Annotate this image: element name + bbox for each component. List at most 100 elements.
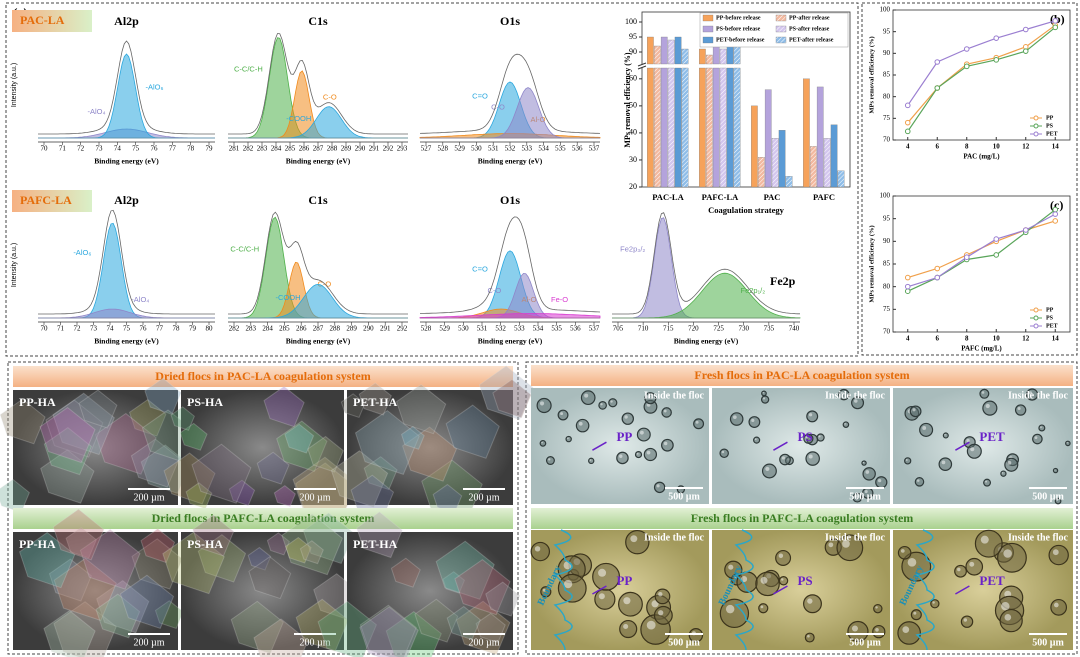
bar bbox=[705, 67, 713, 188]
bar bbox=[757, 157, 765, 188]
microplastic bbox=[608, 398, 618, 408]
data-point bbox=[934, 265, 941, 272]
x-tick-label: 6 bbox=[936, 143, 940, 151]
x-tick-label: 531 bbox=[477, 325, 488, 333]
particle-label: PP bbox=[616, 429, 632, 444]
bar bbox=[647, 67, 654, 188]
microplastic bbox=[545, 456, 555, 466]
floc-texture bbox=[256, 451, 290, 485]
panel-e-frame bbox=[525, 361, 1078, 655]
data-point bbox=[993, 252, 1000, 258]
x-tick-label: 71 bbox=[59, 145, 67, 153]
floc-texture bbox=[39, 406, 96, 464]
microplastic bbox=[748, 416, 761, 428]
floc-texture bbox=[0, 478, 30, 513]
x-tick-label: 73 bbox=[96, 145, 104, 153]
microplastic bbox=[661, 438, 674, 452]
y-tick-label: 30 bbox=[629, 155, 637, 164]
microplastic bbox=[942, 432, 949, 439]
x-tick-label: PAC bbox=[764, 192, 781, 202]
floc-texture bbox=[385, 611, 442, 657]
data-point bbox=[1052, 206, 1059, 213]
region-label: Inside the floc bbox=[825, 390, 886, 401]
sample-tag bbox=[12, 190, 92, 212]
microplastic bbox=[557, 409, 569, 421]
floc-texture bbox=[317, 600, 377, 657]
bar bbox=[733, 45, 741, 65]
y-tick-label: 90 bbox=[883, 237, 891, 245]
floc-texture bbox=[263, 385, 305, 428]
microplastic-highlight bbox=[541, 441, 543, 444]
microplastic-highlight bbox=[864, 490, 868, 494]
microplastic-highlight bbox=[584, 393, 589, 398]
microplastic-highlight bbox=[658, 610, 664, 616]
x-tick-label: 284 bbox=[262, 325, 273, 333]
data-point bbox=[1052, 18, 1059, 24]
bar bbox=[785, 176, 793, 188]
floc-texture bbox=[119, 574, 175, 629]
microplastic bbox=[621, 412, 635, 425]
floc-texture bbox=[45, 399, 104, 458]
microplastic-highlight bbox=[969, 561, 975, 567]
peak-fit bbox=[419, 313, 601, 319]
x-tick-label: 75 bbox=[123, 325, 131, 333]
x-tick-label: 72 bbox=[74, 325, 82, 333]
envelope bbox=[38, 40, 215, 135]
scale-label: 200 µm bbox=[299, 637, 330, 648]
x-tick-label: 76 bbox=[140, 325, 148, 333]
legend-swatch bbox=[775, 25, 787, 33]
panel-d-frame bbox=[7, 361, 519, 655]
floc-texture bbox=[446, 605, 481, 641]
microplastic bbox=[974, 529, 1003, 558]
x-tick-label: PAFC-LA bbox=[702, 192, 740, 202]
microplastic-highlight bbox=[762, 397, 766, 400]
bar bbox=[653, 45, 661, 65]
image-label: PS-HA bbox=[187, 395, 223, 409]
y-tick-label: 85 bbox=[883, 260, 891, 268]
microplastic-highlight bbox=[548, 458, 551, 461]
microplastic bbox=[643, 447, 658, 462]
spectrum-title: O1s bbox=[500, 193, 520, 207]
microplastic bbox=[910, 609, 922, 621]
data-point bbox=[963, 254, 970, 261]
data-point bbox=[1052, 218, 1059, 224]
microplastic-highlight bbox=[862, 461, 865, 464]
microplastic bbox=[536, 397, 552, 414]
x-tick-label: 74 bbox=[114, 145, 122, 153]
microplastic bbox=[804, 632, 815, 643]
sem-image bbox=[181, 390, 344, 505]
y-tick-label: 95 bbox=[883, 214, 891, 222]
microplastic-highlight bbox=[567, 437, 569, 440]
series-line bbox=[907, 213, 1056, 288]
bar bbox=[712, 67, 720, 188]
microplastic-highlight bbox=[1001, 472, 1004, 474]
microplastic bbox=[938, 457, 953, 472]
bar bbox=[778, 130, 786, 188]
microplastic-highlight bbox=[807, 598, 813, 604]
data-point bbox=[1052, 211, 1059, 217]
x-tick-label: 8 bbox=[965, 143, 969, 151]
microplastic-highlight bbox=[695, 420, 699, 424]
peak-label: -AlO₄ bbox=[131, 295, 149, 304]
x-tick-label: 293 bbox=[397, 145, 408, 153]
microplastic-highlight bbox=[589, 459, 592, 461]
y-tick-label: 90 bbox=[629, 47, 637, 56]
microplastic bbox=[661, 407, 672, 418]
x-tick-label: 290 bbox=[355, 145, 366, 153]
legend-marker bbox=[1033, 315, 1039, 321]
x-tick-label: 10 bbox=[993, 143, 1001, 151]
x-tick-label: 283 bbox=[246, 325, 257, 333]
microplastic-highlight bbox=[981, 391, 985, 394]
x-axis-label: Binding energy (eV) bbox=[286, 337, 351, 346]
microplastic bbox=[753, 436, 761, 444]
floc-texture bbox=[140, 528, 176, 564]
x-tick-label: 72 bbox=[77, 145, 85, 153]
y-tick-label: 90 bbox=[883, 49, 891, 57]
floc-texture bbox=[307, 435, 344, 473]
x-tick-label: 71 bbox=[57, 325, 65, 333]
microplastic bbox=[530, 541, 551, 562]
floc-texture bbox=[442, 571, 466, 594]
microplastic-highlight bbox=[805, 436, 809, 439]
bar bbox=[837, 170, 845, 188]
scale-label: 500 µm bbox=[668, 491, 700, 502]
